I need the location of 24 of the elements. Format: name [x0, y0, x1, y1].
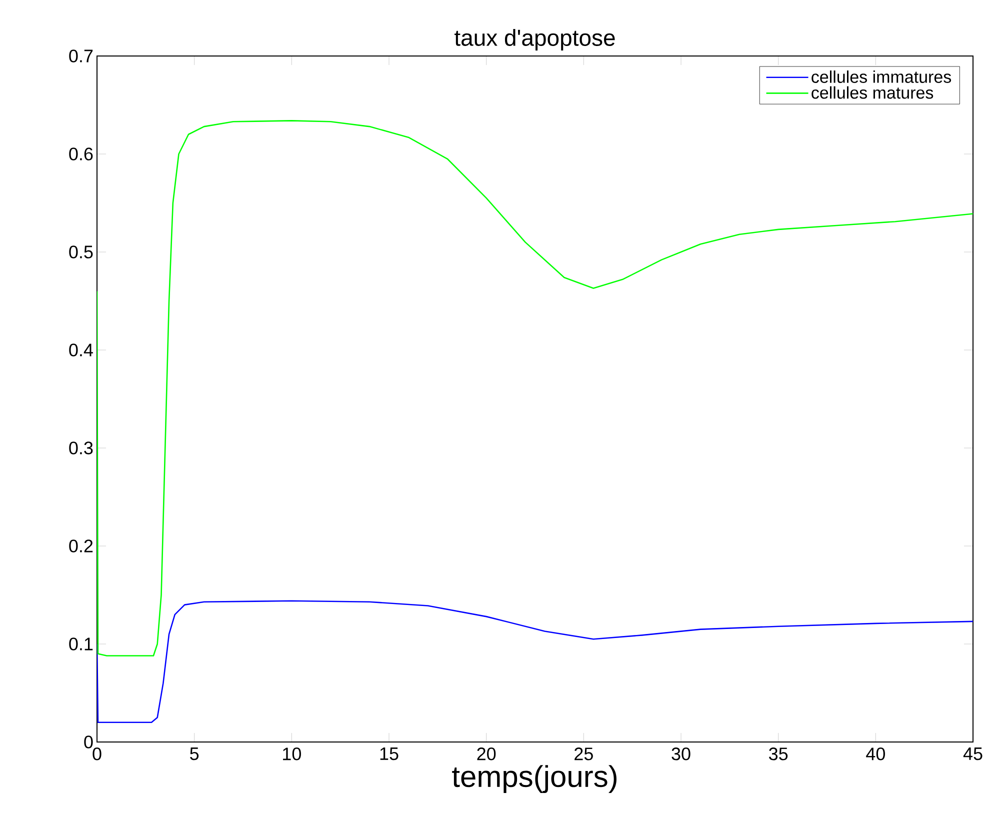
- chart-title: taux d'apoptose: [454, 29, 615, 50]
- x-tick-label: 25: [574, 748, 593, 760]
- x-tick-label: 45: [963, 748, 982, 760]
- y-tick-label: 0.3: [69, 442, 93, 454]
- x-tick-label: 30: [672, 748, 690, 760]
- y-tick-label: 0.7: [69, 50, 93, 62]
- x-tick-label: 0: [92, 748, 102, 760]
- y-tick-label: 0: [84, 736, 93, 748]
- x-tick-label: 15: [380, 748, 398, 760]
- x-tick-label: 40: [866, 748, 885, 760]
- y-tick-label: 0.2: [69, 540, 93, 552]
- x-axis-title: temps(jours): [452, 765, 616, 794]
- line-series: [97, 120, 974, 656]
- y-tick-label: 0.6: [69, 148, 93, 160]
- x-tick-label: 10: [283, 748, 301, 760]
- x-tick-label: 5: [190, 748, 199, 760]
- y-tick-label: 0.4: [69, 344, 93, 356]
- line-series: [97, 600, 974, 724]
- x-tick-label: 20: [477, 748, 496, 760]
- y-tick-label: 0.1: [69, 638, 93, 650]
- x-tick-label: 35: [769, 748, 788, 760]
- legend-label: cellules immatures: [812, 70, 952, 83]
- legend-label: cellules matures: [812, 86, 934, 99]
- y-tick-label: 0.5: [69, 246, 93, 258]
